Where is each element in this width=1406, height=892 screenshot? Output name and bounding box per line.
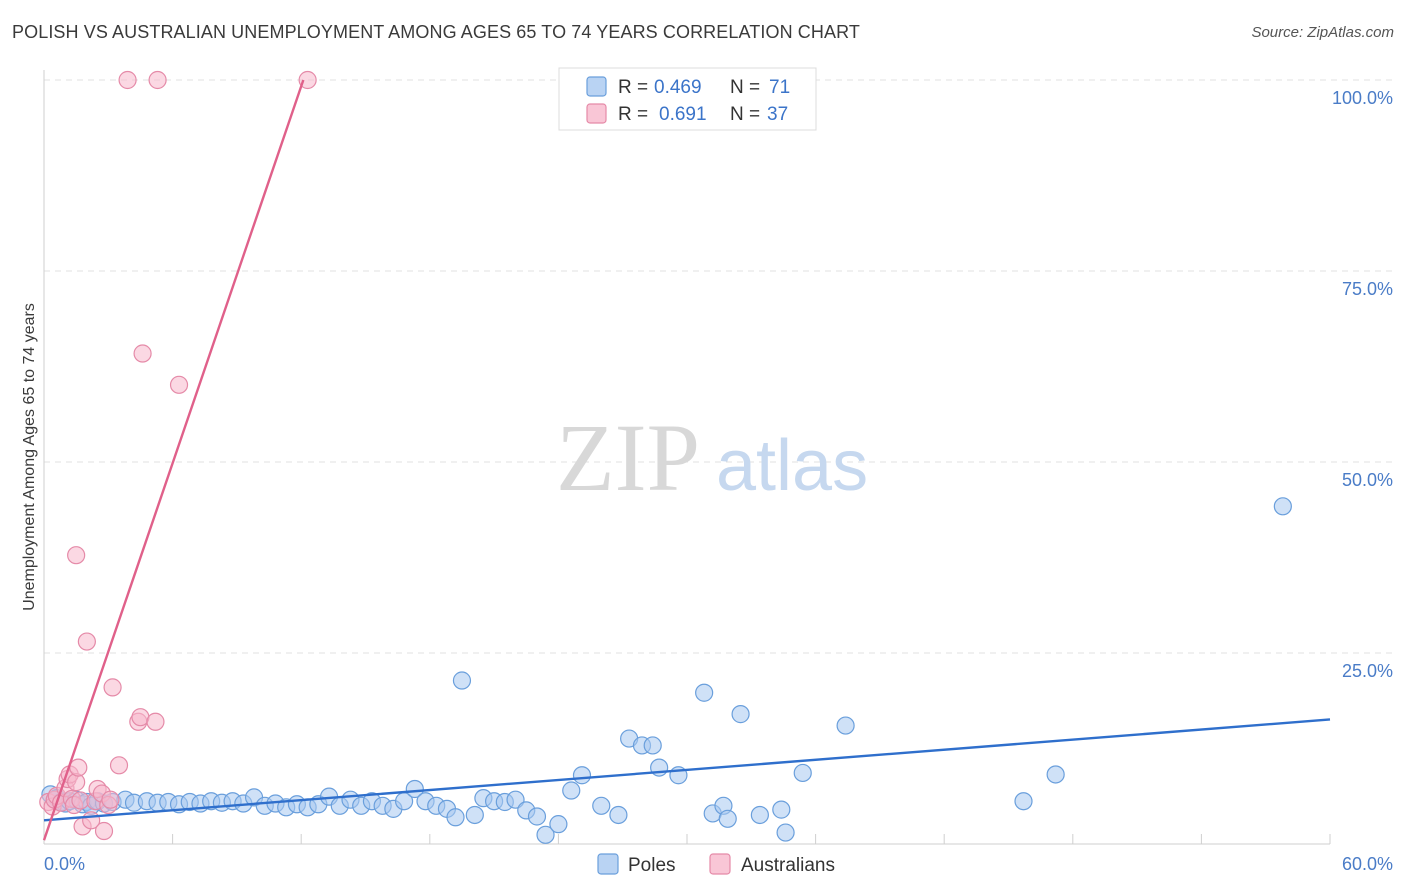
series-legend-swatch-poles — [597, 853, 619, 875]
australians-point-11 — [69, 758, 88, 777]
poles-point-57 — [592, 796, 611, 815]
australians-point-32 — [298, 70, 317, 90]
poles-point-50 — [506, 790, 525, 809]
poles-point-58 — [609, 805, 628, 825]
series-legend-label-poles: Poles — [628, 855, 676, 876]
series-legend-swatch-australians — [709, 853, 731, 875]
poles-point-74 — [1014, 792, 1033, 811]
australians-point-28 — [133, 344, 152, 363]
poles-point-46 — [465, 805, 484, 825]
australians-point-24 — [109, 756, 129, 775]
poles-point-68 — [731, 705, 750, 724]
poles-point-55 — [562, 781, 581, 800]
australians-point-13 — [67, 546, 86, 565]
y-tick-label-0: 25.0% — [1342, 661, 1393, 681]
correlation-legend: R = 0.469 N = 71 R = 0.691 N = 37 — [558, 67, 817, 131]
poles-point-72 — [793, 763, 812, 783]
poles-point-70 — [772, 800, 791, 819]
legend-r-value-australians: 0.691 — [659, 104, 707, 125]
grid — [44, 79, 1392, 654]
australians-point-23 — [103, 678, 122, 697]
legend-n-label-australians: N = — [730, 104, 760, 125]
legend-n-value-australians: 37 — [767, 104, 788, 125]
australians-trend-line — [42, 79, 305, 841]
trend-lines — [42, 79, 1331, 841]
australians-point-27 — [131, 708, 150, 727]
series-legend-label-australians: Australians — [741, 855, 835, 876]
legend-n-value-poles: 71 — [769, 77, 790, 98]
australians-point-31 — [169, 375, 189, 394]
x-tick-label-max: 60.0% — [1342, 854, 1393, 874]
x-ticks — [43, 834, 1331, 844]
australians-points — [39, 70, 317, 841]
poles-point-53 — [536, 825, 555, 844]
poles-point-69 — [750, 805, 769, 825]
poles-point-67 — [718, 809, 737, 828]
y-axis-label: Unemployment Among Ages 65 to 74 years — [21, 303, 38, 611]
poles-point-71 — [776, 823, 795, 842]
chart-source: Source: ZipAtlas.com — [1251, 24, 1394, 41]
australians-point-20 — [94, 821, 114, 841]
x-tick-label-min: 0.0% — [44, 854, 85, 874]
poles-trend-line — [43, 718, 1331, 822]
poles-point-64 — [695, 683, 714, 702]
legend-swatch-australians — [586, 103, 607, 124]
poles-point-61 — [643, 736, 662, 755]
poles-point-45 — [452, 671, 472, 690]
poles-point-73 — [836, 716, 855, 735]
poles-point-40 — [405, 779, 424, 799]
watermark-zip: ZIP — [556, 404, 700, 511]
y-tick-label-3: 100.0% — [1332, 88, 1393, 108]
y-tick-label-2: 75.0% — [1342, 279, 1393, 299]
watermark-atlas: atlas — [716, 426, 868, 506]
y-tick-label-1: 50.0% — [1342, 470, 1393, 490]
poles-point-52 — [527, 807, 547, 826]
australians-point-25 — [118, 70, 137, 90]
poles-point-56 — [572, 766, 592, 785]
legend-r-label-poles: R = — [618, 77, 648, 98]
poles-point-44 — [446, 808, 465, 827]
legend-r-value-poles: 0.469 — [654, 77, 702, 98]
australians-point-15 — [77, 632, 96, 651]
legend-n-label-poles: N = — [730, 77, 760, 98]
australians-point-22 — [101, 790, 120, 809]
chart-title: POLISH VS AUSTRALIAN UNEMPLOYMENT AMONG … — [12, 22, 860, 42]
series-legend: Poles Australians — [597, 853, 835, 876]
australians-point-29 — [146, 712, 165, 731]
poles-points — [41, 497, 1292, 844]
poles-point-76 — [1273, 497, 1292, 516]
legend-swatch-poles — [586, 76, 607, 97]
y-tick-labels: 25.0% 50.0% 75.0% 100.0% — [1332, 88, 1393, 681]
australians-point-30 — [148, 70, 167, 90]
legend-r-label-australians: R = — [618, 104, 648, 125]
poles-point-75 — [1046, 765, 1065, 784]
poles-point-54 — [549, 815, 568, 834]
